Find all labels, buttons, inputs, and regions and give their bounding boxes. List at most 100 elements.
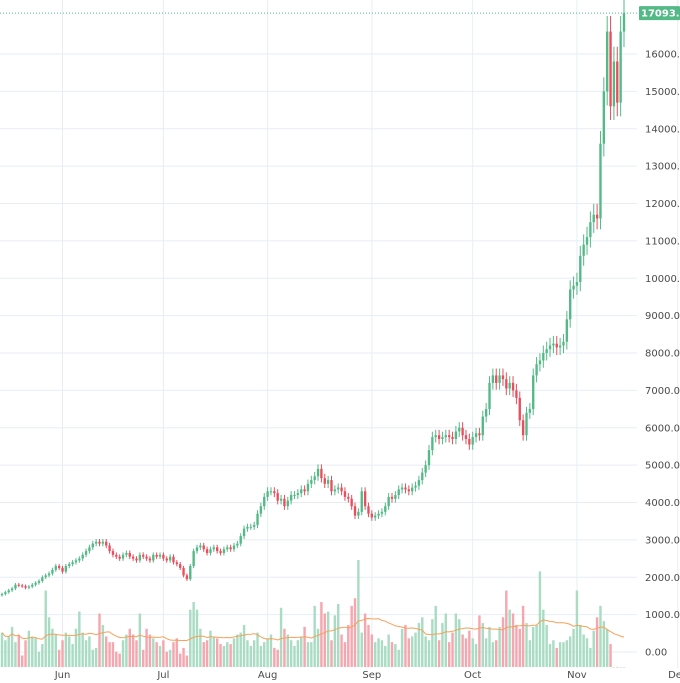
- volume-bar: [562, 642, 565, 667]
- price-tick-label: 13000.00: [645, 162, 680, 173]
- volume-bar: [310, 642, 313, 667]
- volume-bar: [353, 598, 357, 667]
- volume-bar: [384, 645, 387, 667]
- candle-body: [444, 435, 447, 438]
- volume-bar: [205, 640, 209, 667]
- price-tick-label: 15000.00: [645, 87, 680, 98]
- time-axis[interactable]: Jun Jul Aug Sep Oct Nov Dec: [54, 670, 680, 681]
- volume-bar: [548, 644, 552, 667]
- candle-body: [296, 493, 300, 496]
- volume-bar: [269, 634, 273, 667]
- volume-bar: [347, 624, 350, 667]
- candle-body: [269, 491, 273, 493]
- volume-bar: [444, 613, 448, 667]
- volume-bar: [599, 605, 602, 667]
- volume-bar: [283, 628, 286, 667]
- price-tick-label: 5000.00: [645, 461, 680, 472]
- candle-body: [239, 536, 242, 544]
- volume-bar: [326, 611, 330, 667]
- volume-bar: [410, 636, 414, 667]
- volume-bar: [81, 632, 84, 667]
- candle-body: [31, 584, 34, 587]
- volume-moving-average: [1, 617, 625, 642]
- last-price-tag: 17093.31: [639, 6, 680, 21]
- volume-bar: [61, 640, 64, 667]
- volume-bar: [488, 626, 491, 667]
- volume-bar: [370, 634, 374, 667]
- volume-bar: [357, 560, 360, 667]
- candle-body: [162, 554, 165, 559]
- candle-body: [283, 498, 286, 507]
- volume-bar: [316, 628, 320, 667]
- candle-body: [51, 569, 54, 574]
- candle-body: [461, 427, 464, 436]
- volume-bar: [165, 651, 168, 667]
- candle-body: [326, 480, 330, 484]
- candle-body: [427, 450, 431, 466]
- volume-bar: [491, 642, 495, 667]
- volume-bar: [68, 636, 71, 667]
- candle-body: [259, 506, 263, 514]
- volume-bar: [400, 628, 404, 667]
- price-tick-label: 8000.00: [645, 349, 680, 360]
- candle-body: [88, 547, 91, 552]
- price-axis[interactable]: 0.00 1000.00 2000.00 3000.00 4000.00 5000.00 6…: [645, 50, 680, 659]
- volume-bar: [595, 617, 599, 667]
- volume-bar: [330, 640, 333, 667]
- candle-body: [508, 382, 511, 389]
- candle-body: [464, 435, 468, 439]
- volume-bar: [437, 640, 441, 667]
- volume-bar: [7, 636, 10, 667]
- volume-bar: [585, 638, 589, 667]
- candle-body: [121, 554, 125, 559]
- candle-body: [185, 575, 189, 580]
- candle-body: [61, 567, 64, 572]
- volume-bar: [468, 630, 471, 667]
- candle-body: [565, 319, 569, 342]
- grid-layer: [0, 0, 679, 668]
- volume-bar: [256, 632, 259, 667]
- time-tick-label: Jun: [54, 670, 71, 681]
- volume-bar: [24, 640, 27, 667]
- candle-body: [575, 281, 579, 286]
- candle-body: [337, 487, 340, 490]
- candle-body: [380, 511, 384, 514]
- candle-body: [179, 564, 182, 568]
- volume-bar: [20, 655, 24, 667]
- candle-body: [562, 341, 565, 346]
- volume-bar: [195, 609, 199, 667]
- volume-bar: [246, 640, 249, 667]
- candle-body: [528, 409, 532, 413]
- candle-body: [263, 496, 266, 507]
- candle-body: [286, 500, 289, 507]
- volume-bar: [108, 642, 111, 667]
- volume-bar: [145, 628, 148, 667]
- candle-body: [538, 360, 542, 365]
- candle-body: [189, 566, 192, 580]
- candle-body: [242, 528, 246, 537]
- candle-body: [232, 545, 236, 550]
- volume-bar: [431, 619, 434, 667]
- candle-body: [276, 493, 279, 501]
- candle-body: [474, 433, 478, 438]
- candle-body: [323, 478, 326, 484]
- candle-body: [353, 506, 357, 516]
- candle-body: [552, 343, 555, 346]
- price-tick-label: 4000.00: [645, 498, 680, 509]
- volume-bar: [57, 649, 61, 667]
- volume-bar: [94, 647, 98, 667]
- volume-bar: [619, 667, 622, 668]
- candle-body: [521, 420, 525, 436]
- candle-body: [195, 547, 199, 552]
- candle-body: [572, 285, 575, 290]
- volume-bar: [478, 615, 481, 667]
- volume-bar: [582, 634, 585, 667]
- volume-bar: [202, 642, 205, 667]
- candle-body: [437, 435, 441, 439]
- volume-bar: [125, 634, 128, 667]
- candle-body: [525, 412, 528, 436]
- candle-body: [135, 558, 138, 561]
- volume-bar: [189, 609, 192, 667]
